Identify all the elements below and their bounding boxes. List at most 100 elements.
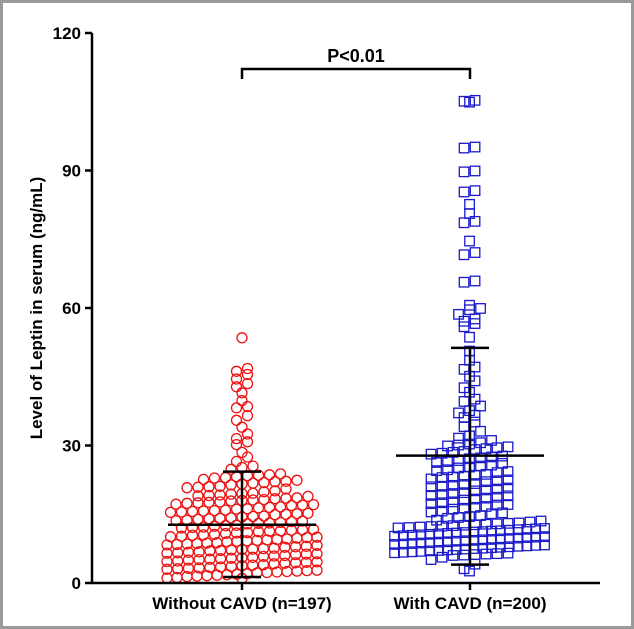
data-point	[415, 529, 427, 541]
data-point	[458, 166, 470, 178]
data-point	[186, 505, 199, 518]
data-point	[431, 457, 442, 468]
data-point	[447, 496, 459, 508]
data-point	[453, 462, 464, 474]
data-point	[450, 527, 462, 539]
data-point	[258, 510, 270, 522]
data-point	[458, 142, 470, 154]
data-point	[469, 416, 481, 428]
data-point	[521, 532, 533, 543]
data-point	[477, 534, 489, 546]
data-point	[230, 432, 243, 445]
data-point	[464, 304, 475, 316]
data-point	[193, 553, 205, 566]
data-point	[464, 208, 475, 219]
data-point	[289, 541, 302, 553]
data-point	[300, 556, 312, 569]
data-point	[458, 396, 470, 407]
data-point	[258, 493, 270, 506]
data-point	[236, 421, 248, 433]
data-point	[502, 482, 514, 494]
data-point	[225, 488, 237, 500]
data-point	[464, 235, 475, 247]
data-point	[486, 435, 497, 446]
data-point	[447, 520, 459, 532]
data-point	[436, 447, 448, 459]
data-point	[458, 249, 470, 261]
data-point	[241, 400, 254, 413]
data-point	[475, 400, 486, 412]
data-point	[425, 473, 437, 485]
data-point	[257, 550, 270, 563]
data-point	[289, 557, 302, 569]
data-point	[447, 471, 459, 483]
data-point	[480, 443, 492, 455]
data-point	[225, 544, 237, 556]
data-point	[491, 518, 503, 530]
data-point	[436, 520, 448, 532]
data-point	[181, 497, 193, 509]
data-point	[442, 544, 453, 556]
data-point	[186, 521, 199, 534]
data-point	[219, 504, 232, 516]
data-point	[214, 496, 226, 508]
data-point	[274, 468, 287, 480]
data-point	[214, 553, 227, 565]
data-point	[453, 432, 464, 444]
data-point	[182, 554, 195, 566]
data-point	[425, 506, 437, 518]
data-point	[252, 517, 265, 530]
data-point	[469, 393, 481, 405]
data-point	[241, 377, 254, 390]
data-point	[469, 215, 481, 227]
data-point	[241, 410, 254, 422]
data-point	[197, 521, 210, 533]
data-point	[164, 506, 177, 519]
data-point	[415, 545, 427, 557]
data-point	[539, 531, 550, 543]
data-point	[279, 557, 291, 569]
data-point	[172, 563, 184, 575]
data-point	[214, 512, 226, 525]
data-point	[425, 498, 437, 510]
data-point	[311, 548, 323, 560]
data-point	[458, 276, 470, 288]
data-point	[389, 547, 400, 559]
data-point	[469, 361, 481, 373]
data-point	[436, 489, 448, 500]
y-tick-label: 120	[53, 24, 81, 43]
data-point	[161, 555, 173, 568]
data-point	[469, 275, 481, 287]
data-point	[268, 558, 280, 570]
data-point	[247, 510, 259, 523]
points-layer	[161, 94, 550, 585]
data-point	[431, 514, 442, 526]
data-point	[208, 520, 221, 532]
data-point	[486, 459, 497, 471]
data-point	[433, 536, 445, 548]
data-point	[161, 563, 173, 575]
data-point	[247, 477, 259, 489]
data-point	[214, 544, 227, 557]
data-point	[503, 533, 515, 544]
data-point	[425, 448, 437, 460]
data-point	[214, 480, 226, 492]
data-point	[497, 507, 508, 519]
data-point	[524, 516, 536, 528]
data-point	[280, 483, 292, 495]
data-point	[480, 518, 492, 530]
data-point	[442, 440, 453, 452]
data-point	[436, 551, 448, 563]
data-point	[447, 479, 459, 491]
data-point	[491, 483, 503, 495]
data-point	[512, 532, 524, 544]
data-point	[192, 481, 204, 493]
data-point	[447, 503, 459, 515]
data-point	[406, 529, 418, 541]
stats-layer	[168, 346, 544, 579]
data-point	[447, 446, 459, 458]
data-point	[458, 363, 470, 375]
data-point	[464, 96, 475, 108]
data-point	[203, 489, 215, 502]
